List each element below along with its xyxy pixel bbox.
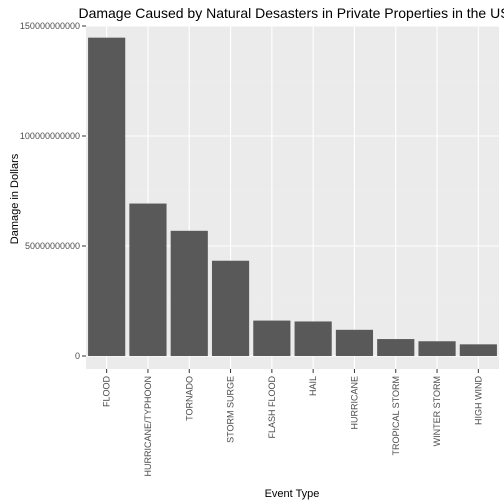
x-tick-label: HURRICANE/TYPHOON [143, 376, 153, 477]
x-tick-label: TROPICAL STORM [391, 376, 401, 456]
x-tick-label: TORNADO [184, 376, 194, 421]
bar-hail [295, 321, 332, 356]
plot-panel [86, 26, 499, 369]
bar-flash-flood [253, 321, 290, 356]
x-tick-label: HAIL [308, 376, 318, 396]
chart-title: Damage Caused by Natural Desasters in Pr… [78, 5, 504, 21]
bar-flood [88, 38, 125, 356]
x-tick-label: STORM SURGE [226, 376, 236, 443]
x-tick-label: FLASH FLOOD [267, 376, 277, 439]
bar-high-wind [460, 344, 497, 356]
y-tick-label: 100000000000 [20, 131, 80, 141]
x-axis-title: Event Type [265, 488, 320, 500]
x-tick-label: WINTER STORM [432, 376, 442, 446]
bar-hurricane-typhoon [129, 204, 166, 356]
bar-tropical-storm [377, 339, 414, 356]
bar-tornado [171, 231, 208, 356]
y-tick-label: 0 [75, 351, 80, 361]
bar-winter-storm [418, 341, 455, 356]
x-tick-label: FLOOD [102, 376, 112, 408]
y-tick-label: 150000000000 [20, 21, 80, 31]
bar-hurricane [336, 330, 373, 356]
y-tick-label: 50000000000 [25, 241, 80, 251]
y-axis-title: Damage in Dollars [9, 153, 21, 244]
bar-storm-surge [212, 261, 249, 356]
x-tick-label: HURRICANE [349, 376, 359, 430]
x-tick-label: HIGH WIND [473, 376, 483, 425]
